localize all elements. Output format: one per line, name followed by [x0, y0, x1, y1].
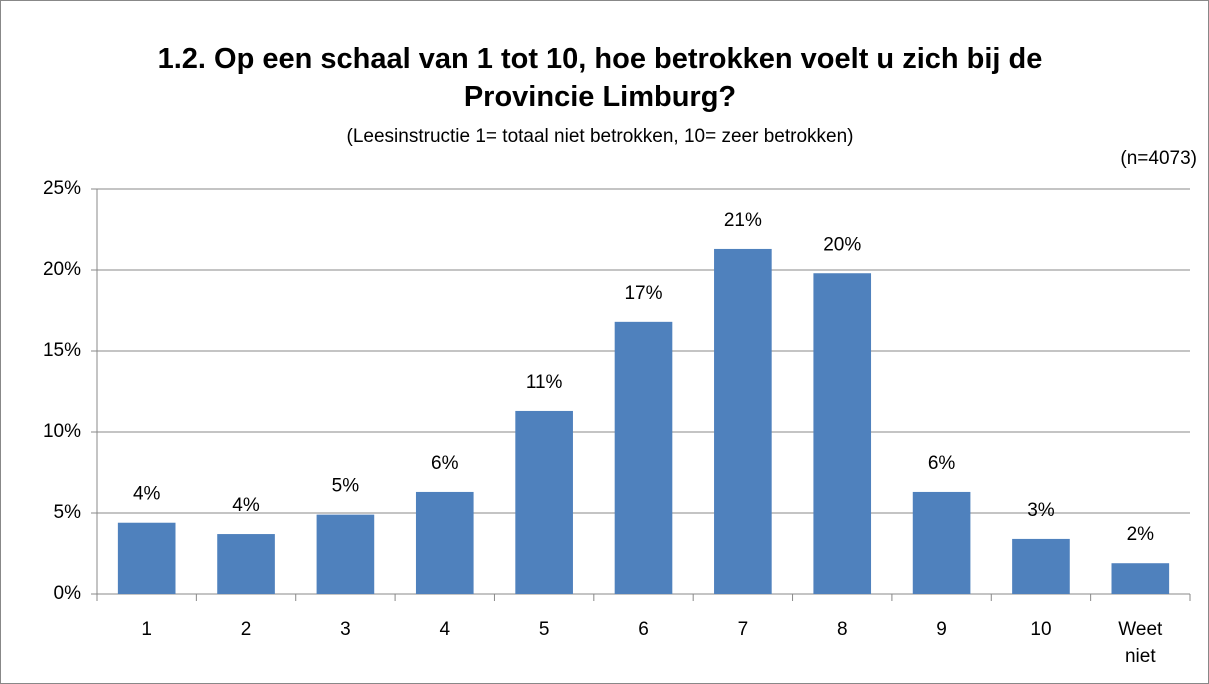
data-label: 17% [624, 283, 662, 304]
bar [813, 273, 872, 594]
data-label: 2% [1127, 524, 1155, 545]
chart-subtitle: (Leesinstructie 1= totaal niet betrokken… [346, 126, 854, 147]
y-tick-label: 5% [54, 502, 82, 523]
data-label: 11% [526, 372, 563, 393]
x-tick-label: 4 [439, 619, 450, 640]
data-label: 6% [431, 453, 459, 474]
bar [614, 321, 673, 594]
x-tick-label: 6 [638, 619, 649, 640]
x-tick-label: Weet niet [1118, 619, 1163, 667]
bar [117, 522, 176, 594]
x-tick-label: 10 [1030, 619, 1051, 640]
y-tick-label: 15% [43, 340, 81, 361]
bar [1111, 563, 1170, 594]
data-label: 20% [823, 234, 861, 255]
data-label: 21% [724, 210, 762, 231]
data-label: 4% [133, 484, 161, 505]
bar [912, 491, 971, 594]
bar [714, 248, 772, 594]
data-label: 3% [1027, 500, 1055, 521]
bar [515, 410, 573, 594]
sample-size-note: (n=4073) [1120, 148, 1197, 169]
chart-title: 1.2. Op een schaal van 1 tot 10, hoe bet… [157, 43, 1043, 113]
x-tick-label: 1 [141, 619, 152, 640]
x-tick-label: 9 [936, 619, 947, 640]
bar [1012, 538, 1070, 594]
y-tick-label: 10% [43, 421, 81, 442]
x-tick-label: 2 [241, 619, 252, 640]
data-label: 6% [928, 453, 956, 474]
x-tick-label: 7 [738, 619, 749, 640]
bar [415, 491, 474, 594]
y-tick-label: 25% [43, 178, 81, 199]
bar [217, 534, 275, 594]
bar [316, 514, 375, 594]
data-label: 4% [232, 495, 260, 516]
y-tick-label: 20% [43, 259, 81, 280]
data-label: 5% [332, 476, 360, 497]
x-tick-label: 3 [340, 619, 351, 640]
x-tick-label: 8 [837, 619, 848, 640]
y-tick-label: 0% [54, 583, 82, 604]
x-tick-label: 5 [539, 619, 550, 640]
